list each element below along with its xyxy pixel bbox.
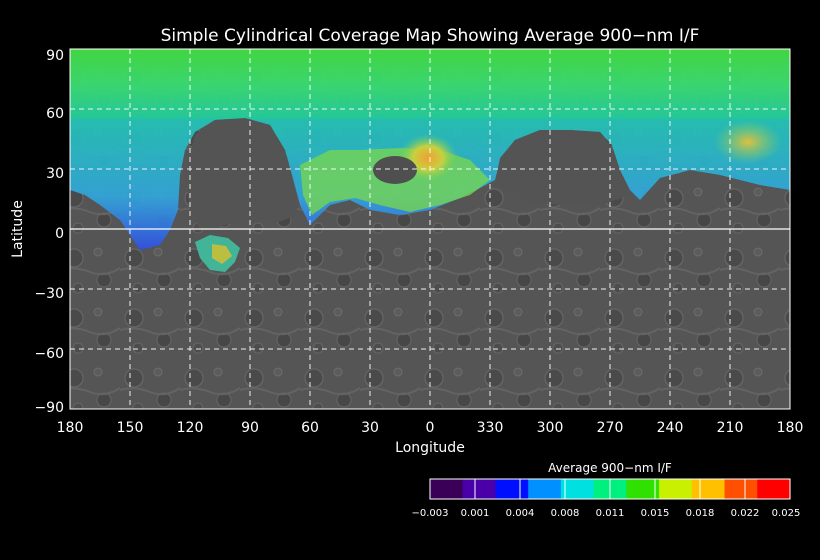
colorbar-swatch [724, 479, 758, 499]
map-title: Simple Cylindrical Coverage Map Showing … [161, 26, 700, 46]
x-tick-label: 120 [177, 420, 204, 436]
colorbar-tick-label: −0.003 [411, 508, 448, 519]
x-tick-label: 60 [301, 420, 319, 436]
x-tick-label: 300 [537, 420, 564, 436]
x-tick-label: 180 [57, 420, 84, 436]
x-tick-label: 270 [597, 420, 624, 436]
colorbar-tick-label: 0.004 [506, 508, 535, 519]
x-tick-label: 240 [657, 420, 684, 436]
x-tick-label: 180 [777, 420, 804, 436]
y-tick-labels: 90 60 30 0 −30 −60 −90 [34, 48, 64, 416]
y-tick-label: 0 [55, 226, 64, 242]
x-tick-labels: 180 150 120 90 60 30 0 330 300 270 240 2… [57, 420, 804, 436]
colorbar-swatch [626, 479, 660, 499]
y-tick-label: 60 [46, 106, 64, 122]
colorbar: Average 900−nm I/F −0.003 0.001 0.004 0.… [411, 461, 800, 519]
colorbar-tick-labels: −0.003 0.001 0.004 0.008 0.011 0.015 0.0… [411, 508, 800, 519]
coverage-bright-spot-east [714, 120, 782, 164]
coverage-equatorial-patch-core [212, 244, 232, 264]
colorbar-swatch [691, 479, 726, 499]
colorbar-tick-label: 0.008 [551, 508, 580, 519]
y-tick-label: 30 [46, 166, 64, 182]
colorbar-tick-label: 0.022 [731, 508, 760, 519]
x-tick-label: 30 [361, 420, 379, 436]
colorbar-tick-label: 0.001 [461, 508, 490, 519]
colorbar-dividers [474, 479, 746, 499]
y-tick-label: −30 [34, 286, 64, 302]
dark-northern-continent-west [185, 118, 298, 230]
x-tick-label: 0 [426, 420, 435, 436]
map-plot-area [70, 49, 790, 409]
y-tick-label: −60 [34, 346, 64, 362]
x-tick-label: 90 [241, 420, 259, 436]
colorbar-swatch [659, 479, 693, 499]
y-tick-label: 90 [46, 48, 64, 64]
colorbar-swatch [430, 479, 464, 499]
colorbar-swatch [757, 479, 791, 499]
colorbar-swatch [462, 479, 497, 499]
x-axis-label: Longitude [395, 440, 465, 456]
colorbar-swatch [528, 479, 562, 499]
x-tick-label: 210 [717, 420, 744, 436]
colorbar-tick-label: 0.025 [772, 508, 801, 519]
x-tick-label: 330 [477, 420, 504, 436]
colorbar-swatch [495, 479, 529, 499]
colorbar-swatch [560, 479, 595, 499]
y-axis-label: Latitude [10, 200, 26, 258]
colorbar-tick-label: 0.011 [596, 508, 625, 519]
dark-island [373, 156, 417, 184]
colorbar-tick-label: 0.015 [641, 508, 670, 519]
colorbar-tick-label: 0.018 [686, 508, 715, 519]
map-frame [69, 48, 791, 410]
x-tick-label: 150 [117, 420, 144, 436]
colorbar-title: Average 900−nm I/F [548, 461, 672, 475]
y-tick-label: −90 [34, 400, 64, 416]
dark-northern-continent-east [495, 130, 630, 205]
